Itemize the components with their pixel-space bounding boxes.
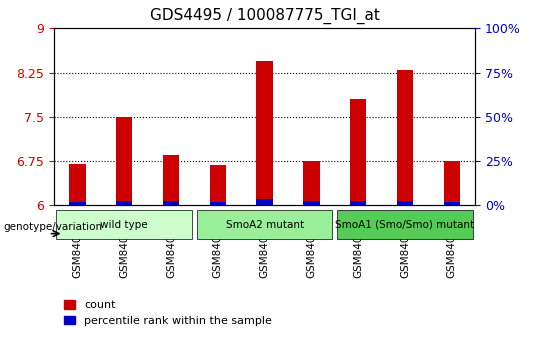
Text: SmoA1 (Smo/Smo) mutant: SmoA1 (Smo/Smo) mutant xyxy=(335,220,475,230)
Text: genotype/variation: genotype/variation xyxy=(3,222,103,232)
Bar xyxy=(350,201,366,205)
Bar xyxy=(210,202,226,205)
Bar xyxy=(256,199,273,205)
Bar xyxy=(116,117,132,205)
Legend: count, percentile rank within the sample: count, percentile rank within the sample xyxy=(59,296,276,331)
Bar xyxy=(444,202,460,205)
Bar xyxy=(69,164,85,205)
Bar xyxy=(444,161,460,205)
Title: GDS4495 / 100087775_TGI_at: GDS4495 / 100087775_TGI_at xyxy=(150,8,380,24)
Bar xyxy=(163,201,179,205)
Bar xyxy=(397,70,413,205)
FancyBboxPatch shape xyxy=(197,210,333,239)
Bar xyxy=(350,99,366,205)
Bar xyxy=(303,161,320,205)
FancyBboxPatch shape xyxy=(337,210,473,239)
Text: SmoA2 mutant: SmoA2 mutant xyxy=(226,220,303,230)
Bar xyxy=(116,201,132,205)
Bar xyxy=(303,201,320,205)
Bar xyxy=(210,165,226,205)
Bar xyxy=(256,61,273,205)
Text: wild type: wild type xyxy=(100,220,148,230)
Bar xyxy=(163,155,179,205)
Bar xyxy=(69,202,85,205)
Bar xyxy=(397,201,413,205)
FancyBboxPatch shape xyxy=(56,210,192,239)
